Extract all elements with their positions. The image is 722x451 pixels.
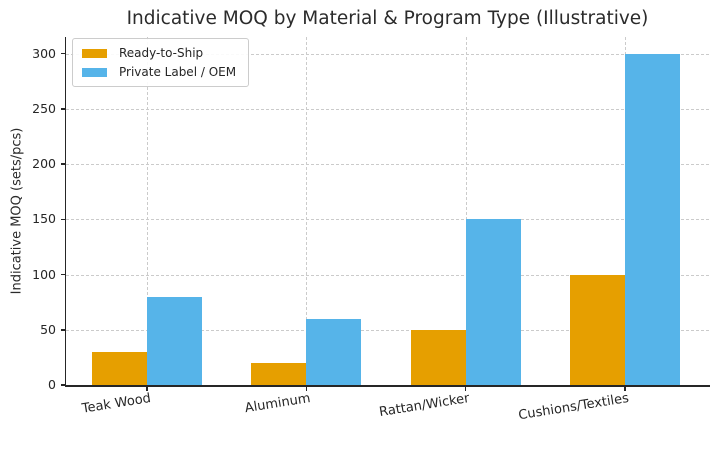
x-tick-label-aluminum: Aluminum bbox=[243, 391, 312, 417]
vertical-gridline-rattan-wicker bbox=[465, 37, 467, 385]
legend: Ready-to-Ship Private Label / OEM bbox=[72, 38, 250, 87]
bar-private-label-oem-rattan-wicker bbox=[465, 219, 521, 385]
x-tick-mark-rattan-wicker bbox=[464, 386, 467, 391]
horizontal-gridline-250 bbox=[66, 108, 709, 110]
x-axis-spine bbox=[64, 385, 710, 387]
y-tick-mark-150 bbox=[60, 218, 65, 221]
x-tick-mark-teak-wood bbox=[146, 386, 148, 391]
legend-swatch-ready-to-ship bbox=[82, 48, 107, 58]
vertical-gridline-teak-wood bbox=[147, 37, 148, 385]
horizontal-gridline-50 bbox=[66, 329, 709, 331]
legend-item-ready-to-ship: Ready-to-Ship bbox=[82, 46, 236, 60]
x-tick-mark-cushions-textiles bbox=[624, 386, 626, 391]
horizontal-gridline-100 bbox=[66, 274, 709, 276]
y-tick-mark-50 bbox=[60, 329, 65, 331]
legend-swatch-private-label-oem bbox=[82, 67, 107, 77]
y-tick-mark-0 bbox=[60, 384, 65, 386]
vertical-gridline-aluminum bbox=[306, 37, 308, 385]
y-tick-label-250: 250 bbox=[32, 100, 56, 116]
plot-area: Ready-to-Ship Private Label / OEM bbox=[66, 37, 709, 385]
x-tick-label-cushions-textiles: Cushions/Textiles bbox=[517, 391, 631, 424]
legend-item-private-label-oem: Private Label / OEM bbox=[82, 65, 236, 79]
y-tick-label-100: 100 bbox=[32, 266, 56, 282]
bar-ready-to-ship-teak-wood bbox=[92, 351, 147, 385]
y-tick-label-0: 0 bbox=[48, 377, 56, 392]
bar-private-label-oem-aluminum bbox=[306, 318, 362, 385]
y-tick-mark-100 bbox=[60, 273, 65, 276]
horizontal-gridline-300 bbox=[66, 53, 709, 55]
y-tick-mark-250 bbox=[60, 108, 65, 110]
legend-label-private-label-oem: Private Label / OEM bbox=[119, 65, 237, 79]
y-tick-label-50: 50 bbox=[40, 321, 56, 337]
y-tick-label-150: 150 bbox=[32, 211, 56, 227]
bar-ready-to-ship-rattan-wicker bbox=[410, 329, 466, 385]
bar-ready-to-ship-aluminum bbox=[251, 362, 307, 385]
y-tick-label-200: 200 bbox=[32, 156, 56, 172]
legend-label-ready-to-ship: Ready-to-Ship bbox=[119, 46, 204, 60]
horizontal-gridline-200 bbox=[66, 164, 709, 166]
bar-private-label-oem-cushions-textiles bbox=[625, 53, 680, 385]
y-tick-mark-300 bbox=[60, 52, 65, 55]
bar-ready-to-ship-cushions-textiles bbox=[570, 274, 625, 385]
y-tick-mark-200 bbox=[60, 163, 65, 165]
y-tick-label-300: 300 bbox=[32, 45, 56, 61]
x-tick-mark-aluminum bbox=[305, 386, 308, 391]
chart-title: Indicative MOQ by Material & Program Typ… bbox=[126, 8, 649, 29]
bar-private-label-oem-teak-wood bbox=[147, 296, 202, 385]
x-tick-label-rattan-wicker: Rattan/Wicker bbox=[378, 391, 472, 421]
y-axis-label: Indicative MOQ (sets/pcs) bbox=[9, 127, 25, 295]
y-axis-spine bbox=[64, 37, 66, 386]
x-tick-label-teak-wood: Teak Wood bbox=[81, 391, 153, 417]
horizontal-gridline-150 bbox=[66, 219, 709, 221]
